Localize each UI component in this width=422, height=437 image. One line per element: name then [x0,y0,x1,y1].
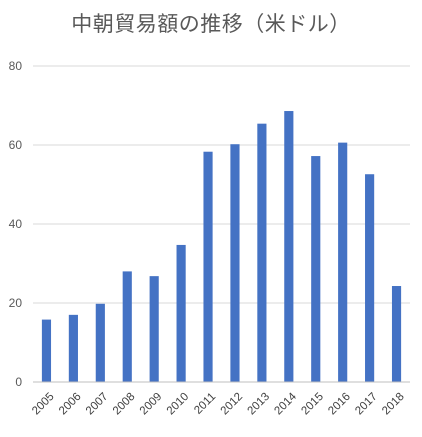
x-tick-label-2009: 2009 [138,391,165,418]
x-tick-label-2011: 2011 [192,391,218,417]
y-tick-label: 80 [9,59,23,73]
bar-2017 [365,174,375,382]
chart-title: 中朝貿易額の推移（米ドル） [71,12,351,36]
bar-2006 [68,314,78,382]
y-tick-label: 20 [9,296,23,310]
bar-2014 [284,111,294,382]
bar-2010 [176,244,186,382]
bars [41,111,402,383]
y-tick-label: 40 [9,217,23,231]
x-tick-label-2007: 2007 [84,391,111,418]
x-tick-label-2012: 2012 [219,391,246,418]
x-tick-label-2013: 2013 [246,391,273,418]
bar-2016 [338,142,348,382]
x-tick-label-2017: 2017 [353,391,380,418]
x-tick-label-2008: 2008 [111,391,138,418]
bar-2007 [95,303,105,382]
bar-2013 [257,123,267,383]
x-tick-label-2005: 2005 [30,391,57,418]
x-tick-label-2016: 2016 [326,391,353,418]
y-axis-ticks: 0 20 40 60 80 [9,59,23,389]
bar-2012 [230,144,240,382]
grid-lines [33,65,410,304]
x-tick-label-2015: 2015 [299,391,326,418]
y-tick-label: 0 [15,375,22,389]
x-tick-label-2014: 2014 [272,390,299,417]
bar-2005 [41,319,52,382]
x-tick-label-2006: 2006 [57,391,84,418]
bar-2011 [203,151,213,382]
bar-2008 [122,271,132,382]
bar-2018 [391,286,402,382]
x-tick-label-2018: 2018 [380,391,407,418]
bar-2015 [311,156,321,382]
x-tick-label-2010: 2010 [165,391,192,418]
x-axis-ticks: 2005 2006 2007 2008 2009 2010 2011 2012 2013 2014… [30,390,407,417]
bar-2009 [149,276,159,382]
y-tick-label: 60 [9,138,23,152]
